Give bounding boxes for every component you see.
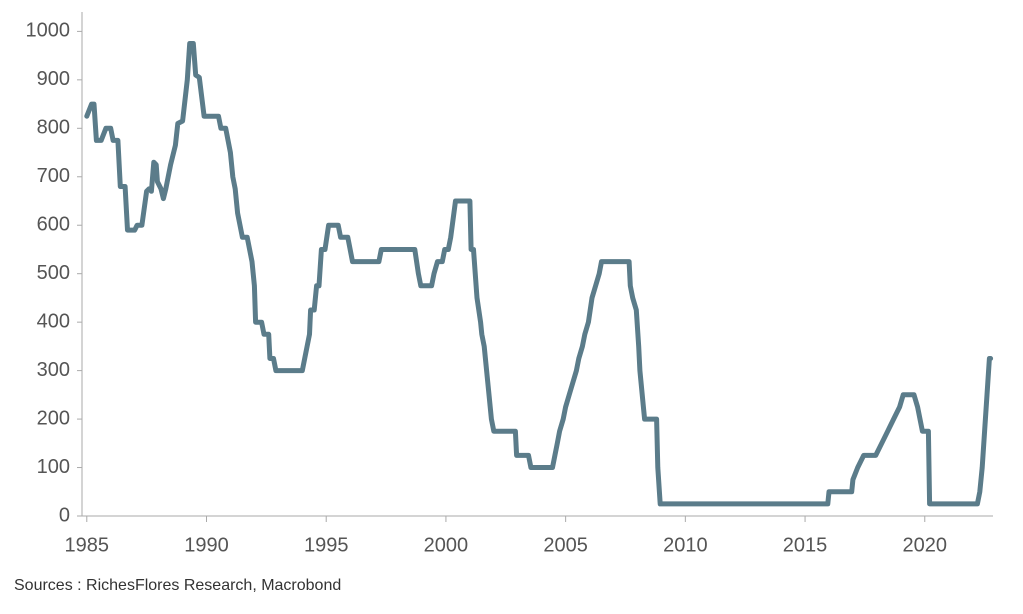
y-tick-label: 500 xyxy=(37,262,70,284)
line-series xyxy=(84,41,994,507)
x-tick-label: 2010 xyxy=(663,534,708,556)
y-tick-label: 300 xyxy=(37,359,70,381)
y-tick-label: 200 xyxy=(37,407,70,429)
y-tick-label: 700 xyxy=(37,165,70,187)
y-tick-label: 400 xyxy=(37,310,70,332)
y-tick-label: 800 xyxy=(37,117,70,139)
x-tick-label: 2005 xyxy=(543,534,588,556)
x-tick-label: 2020 xyxy=(903,534,948,556)
x-tick-label: 1985 xyxy=(65,534,110,556)
source-note: Sources : RichesFlores Research, Macrobo… xyxy=(14,577,341,594)
x-tick-label: 1990 xyxy=(184,534,229,556)
x-tick-label: 2015 xyxy=(783,534,828,556)
y-tick-label: 600 xyxy=(37,214,70,236)
y-tick-label: 100 xyxy=(37,456,70,478)
y-tick-label: 900 xyxy=(37,68,70,90)
x-tick-label: 1995 xyxy=(304,534,349,556)
y-tick-label: 1000 xyxy=(26,20,71,42)
y-tick-label: 0 xyxy=(59,504,70,526)
x-tick-label: 2000 xyxy=(424,534,469,556)
